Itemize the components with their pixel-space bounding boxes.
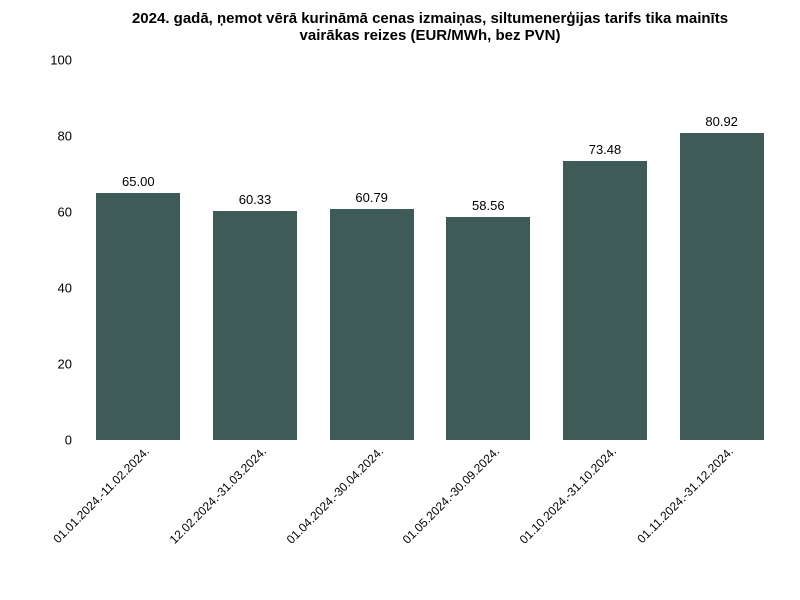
bar: 65.00: [96, 193, 180, 440]
bar: 60.33: [213, 211, 297, 440]
x-tick-label: 01.11.2024.-31.12.2024.: [630, 440, 736, 546]
bar-value-label: 80.92: [705, 114, 738, 133]
chart-container: 2024. gadā, ņemot vērā kurināmā cenas iz…: [0, 0, 800, 600]
y-tick-label: 0: [65, 433, 80, 448]
bar-value-label: 73.48: [589, 142, 622, 161]
y-tick-label: 80: [58, 129, 80, 144]
y-tick-label: 40: [58, 281, 80, 296]
y-tick-label: 60: [58, 205, 80, 220]
x-tick-label: 01.05.2024.-30.09.2024.: [396, 440, 503, 547]
bar: 73.48: [563, 161, 647, 440]
y-tick-label: 100: [50, 53, 80, 68]
bar: 60.79: [330, 209, 414, 440]
y-tick-label: 20: [58, 357, 80, 372]
x-tick-label: 12.02.2024.-31.03.2024.: [163, 440, 270, 547]
chart-title: 2024. gadā, ņemot vērā kurināmā cenas iz…: [100, 10, 760, 44]
bar-value-label: 60.33: [239, 192, 272, 211]
bar: 58.56: [446, 217, 530, 440]
bar-value-label: 58.56: [472, 198, 505, 217]
x-tick-label: 01.04.2024.-30.04.2024.: [279, 440, 386, 547]
bar-value-label: 65.00: [122, 174, 155, 193]
x-tick-label: 01.10.2024.-31.10.2024.: [513, 440, 620, 547]
plot-area: 02040608010065.0001.01.2024.-11.02.2024.…: [80, 60, 780, 440]
x-tick-label: 01.01.2024.-11.02.2024.: [46, 440, 152, 546]
bar-value-label: 60.79: [355, 190, 388, 209]
bar: 80.92: [680, 133, 764, 440]
